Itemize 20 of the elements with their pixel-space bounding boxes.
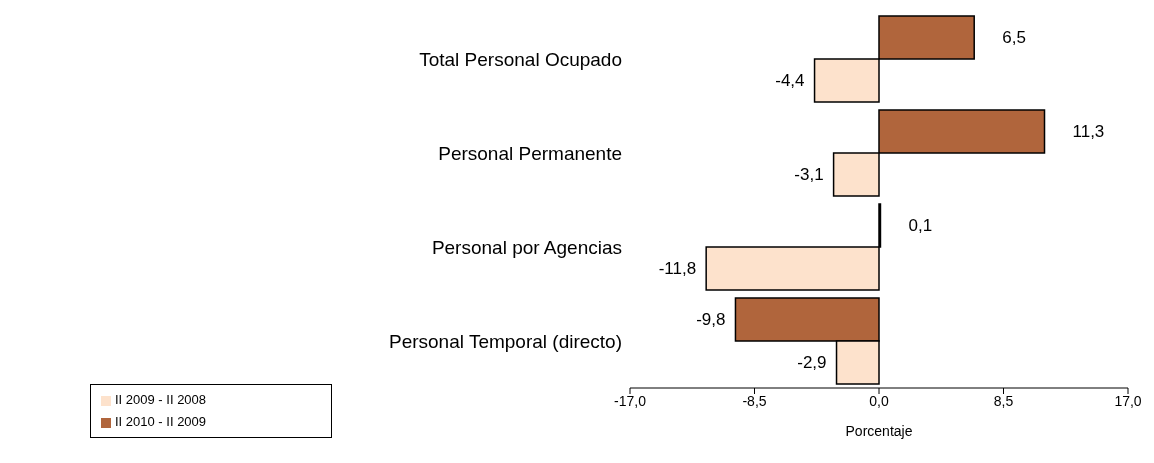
- data-label: -3,1: [794, 165, 824, 184]
- x-tick-label: -8,5: [742, 392, 767, 409]
- data-label: 6,5: [1002, 28, 1026, 47]
- y-tick-label: Personal por Agencias: [431, 236, 622, 258]
- y-tick-label: Total Personal Ocupado: [419, 48, 622, 70]
- y-tick-label: Personal Permanente: [438, 142, 622, 164]
- legend-label: II 2009 - II 2008: [115, 392, 207, 407]
- data-label: -2,9: [797, 353, 827, 372]
- data-label: -4,4: [775, 71, 805, 90]
- data-label: 0,1: [908, 216, 933, 235]
- data-label: -9,8: [696, 310, 726, 329]
- x-axis-title: Porcentaje: [845, 423, 913, 439]
- y-tick-label: Personal Temporal (directo): [388, 330, 622, 352]
- x-tick-label: 17,0: [1114, 392, 1142, 409]
- x-tick-label: -17,0: [614, 392, 647, 409]
- legend-label: II 2010 - II 2009: [115, 414, 207, 429]
- data-label: 11,3: [1072, 122, 1105, 141]
- x-tick-label: 8,5: [993, 392, 1014, 409]
- data-label: -11,8: [658, 259, 697, 278]
- x-tick-label: 0,0: [869, 392, 889, 409]
